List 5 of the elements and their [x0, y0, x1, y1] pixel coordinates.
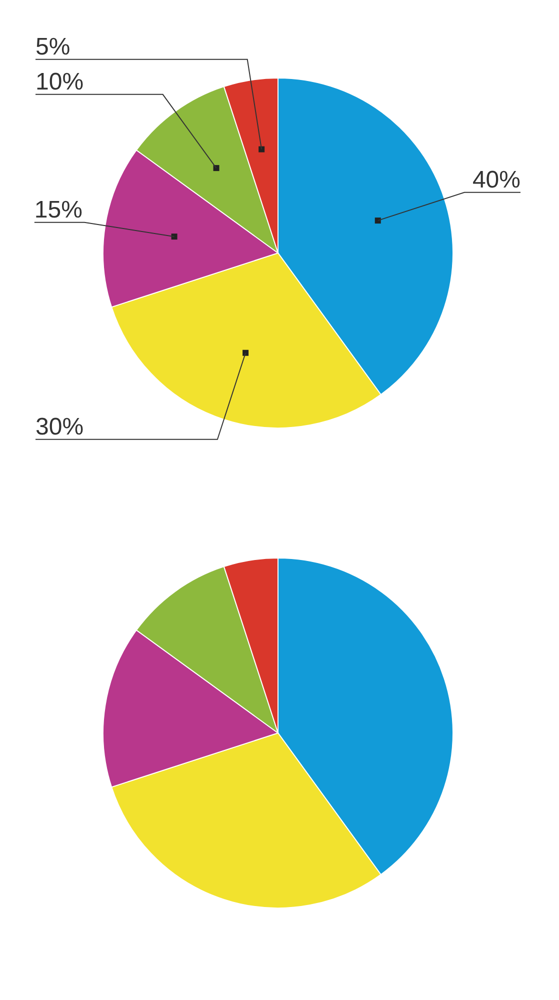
data-label: 30%	[36, 413, 84, 440]
data-label: 40%	[472, 166, 520, 194]
data-label: 10%	[36, 68, 84, 96]
data-label: 5%	[36, 33, 70, 60]
data-label: 15%	[34, 196, 82, 224]
